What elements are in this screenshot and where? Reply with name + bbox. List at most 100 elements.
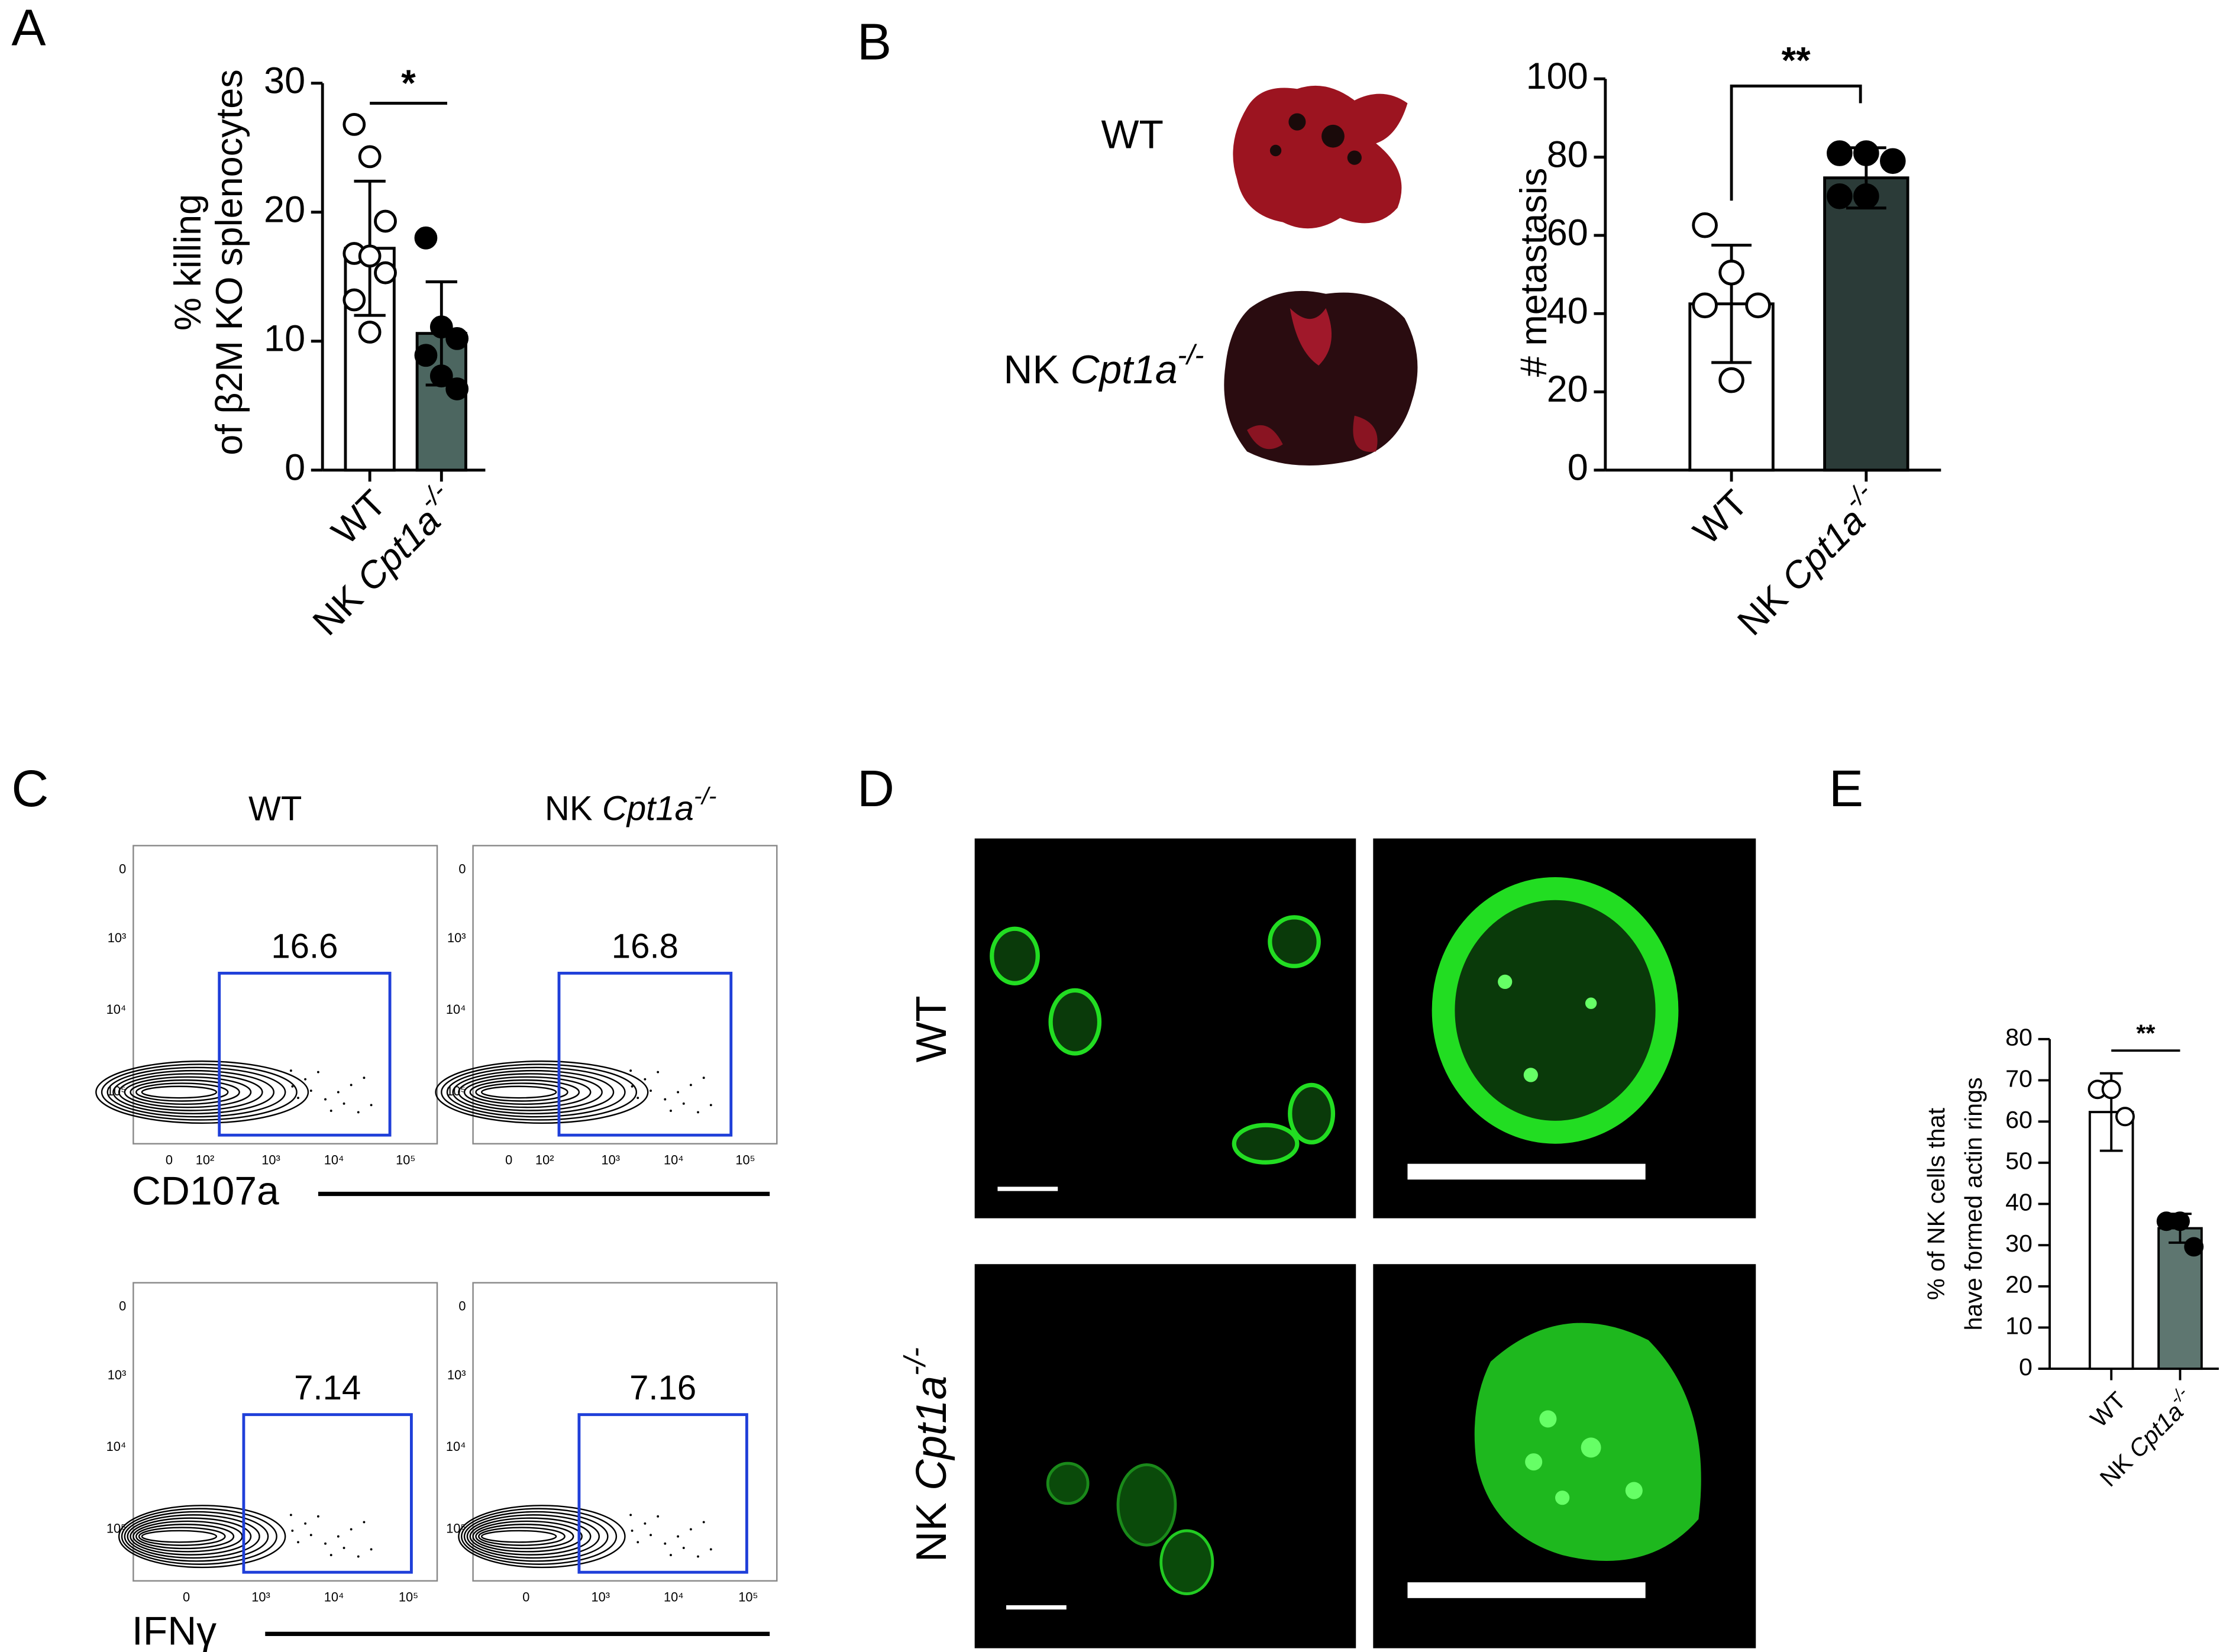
data-point xyxy=(429,315,453,339)
contour xyxy=(435,1060,649,1124)
event-dot xyxy=(329,1110,332,1112)
contour xyxy=(124,1076,252,1108)
granule xyxy=(1585,997,1597,1009)
scale-bar xyxy=(1006,1605,1067,1610)
event-dot xyxy=(337,1091,340,1094)
event-dot xyxy=(677,1535,680,1538)
gate xyxy=(557,971,733,1137)
event-dot xyxy=(357,1111,360,1114)
significance: * xyxy=(401,63,416,104)
granule xyxy=(1539,1410,1557,1428)
event-dot xyxy=(689,1084,692,1087)
marker-label: CD107a xyxy=(132,1169,279,1213)
y-tick-label: 0 xyxy=(1568,447,1588,488)
y-tick-label: 80 xyxy=(1547,134,1588,175)
event-dot xyxy=(337,1535,340,1538)
event-dot xyxy=(342,1102,345,1105)
y-tick-label: 10³ xyxy=(108,1367,127,1382)
y-tick-label: 10³ xyxy=(108,930,127,945)
event-dot xyxy=(304,1078,307,1081)
x-tick-label: 0 xyxy=(522,1590,529,1605)
event-dot xyxy=(636,1541,639,1544)
data-point xyxy=(1692,292,1718,319)
y-axis-label: % of NK cells that xyxy=(1922,1107,1950,1300)
scale-bar xyxy=(997,1187,1058,1191)
data-point xyxy=(1692,212,1718,238)
event-dot xyxy=(342,1547,345,1549)
contour xyxy=(469,1517,592,1556)
event-dot xyxy=(370,1548,373,1551)
column-title: WT xyxy=(248,790,302,828)
micrographs xyxy=(974,838,1756,1648)
event-dot xyxy=(664,1542,667,1545)
contour xyxy=(135,1524,235,1550)
event-dot xyxy=(631,1085,634,1088)
x-tick-label: 10⁴ xyxy=(664,1590,684,1605)
lung-tissue xyxy=(1290,308,1332,366)
contour xyxy=(138,1527,226,1546)
significance: ** xyxy=(2136,1019,2155,1046)
event-dot xyxy=(316,1071,319,1074)
event-dot xyxy=(682,1102,685,1105)
contour xyxy=(101,1063,298,1121)
contour xyxy=(112,1069,275,1115)
x-tick-label: 10³ xyxy=(592,1590,610,1605)
data-point xyxy=(1827,183,1853,209)
event-dot xyxy=(702,1521,705,1524)
panel-letter: C xyxy=(11,760,49,817)
y-tick-label: 0 xyxy=(119,862,126,877)
y-tick-label: 60 xyxy=(2005,1106,2033,1133)
significance-bracket xyxy=(1730,85,1862,201)
y-tick-label: 0 xyxy=(2019,1353,2033,1381)
data-point xyxy=(1853,140,1879,166)
data-point xyxy=(1718,259,1744,286)
gate-value: 16.8 xyxy=(612,927,678,966)
gate-value: 7.16 xyxy=(629,1369,696,1407)
contour xyxy=(141,1530,218,1543)
tumor xyxy=(1321,124,1345,148)
event-dot xyxy=(309,1090,312,1092)
cell-zoom xyxy=(1432,877,1679,1144)
plot-frame xyxy=(133,845,438,1145)
granule xyxy=(1625,1482,1643,1499)
granule xyxy=(1581,1437,1601,1458)
data-point xyxy=(358,321,382,344)
x-tick-label: 10⁵ xyxy=(396,1153,415,1168)
data-point xyxy=(1853,183,1879,209)
panel-letter: A xyxy=(11,0,46,56)
x-tick-label: 10⁴ xyxy=(324,1590,344,1605)
event-dot xyxy=(629,1069,632,1072)
data-point xyxy=(2184,1237,2204,1257)
data-point xyxy=(414,344,438,367)
contour xyxy=(118,1505,286,1569)
y-axis-label: % killing xyxy=(167,194,209,331)
event-dot xyxy=(309,1534,312,1537)
contour xyxy=(466,1514,600,1559)
event-dot xyxy=(644,1078,647,1081)
event-dot xyxy=(363,1521,366,1524)
y-tick-label: 40 xyxy=(2005,1188,2033,1215)
data-point xyxy=(445,377,469,400)
cell xyxy=(1048,988,1102,1056)
event-dot xyxy=(697,1111,699,1114)
contour xyxy=(469,1079,580,1105)
contour xyxy=(121,1508,277,1565)
data-point xyxy=(374,209,397,233)
contour xyxy=(118,1073,263,1111)
data-point xyxy=(1880,148,1906,174)
y-tick-label: 70 xyxy=(2005,1065,2033,1092)
data-point xyxy=(358,244,382,268)
y-axis-label: of β2M KO splenocytes xyxy=(209,69,250,455)
x-tick-label: 0 xyxy=(505,1153,512,1168)
event-dot xyxy=(702,1076,705,1079)
event-dot xyxy=(670,1110,672,1112)
contour xyxy=(127,1514,260,1559)
gate xyxy=(242,1413,413,1574)
bar xyxy=(415,332,467,472)
y-tick-label: 100 xyxy=(1526,56,1588,97)
y-tick-label: 10 xyxy=(264,318,305,359)
contour xyxy=(478,1527,566,1546)
x-tick-label: 10⁴ xyxy=(664,1153,684,1168)
contour xyxy=(130,1517,252,1556)
y-tick-label: 10 xyxy=(2005,1312,2033,1339)
